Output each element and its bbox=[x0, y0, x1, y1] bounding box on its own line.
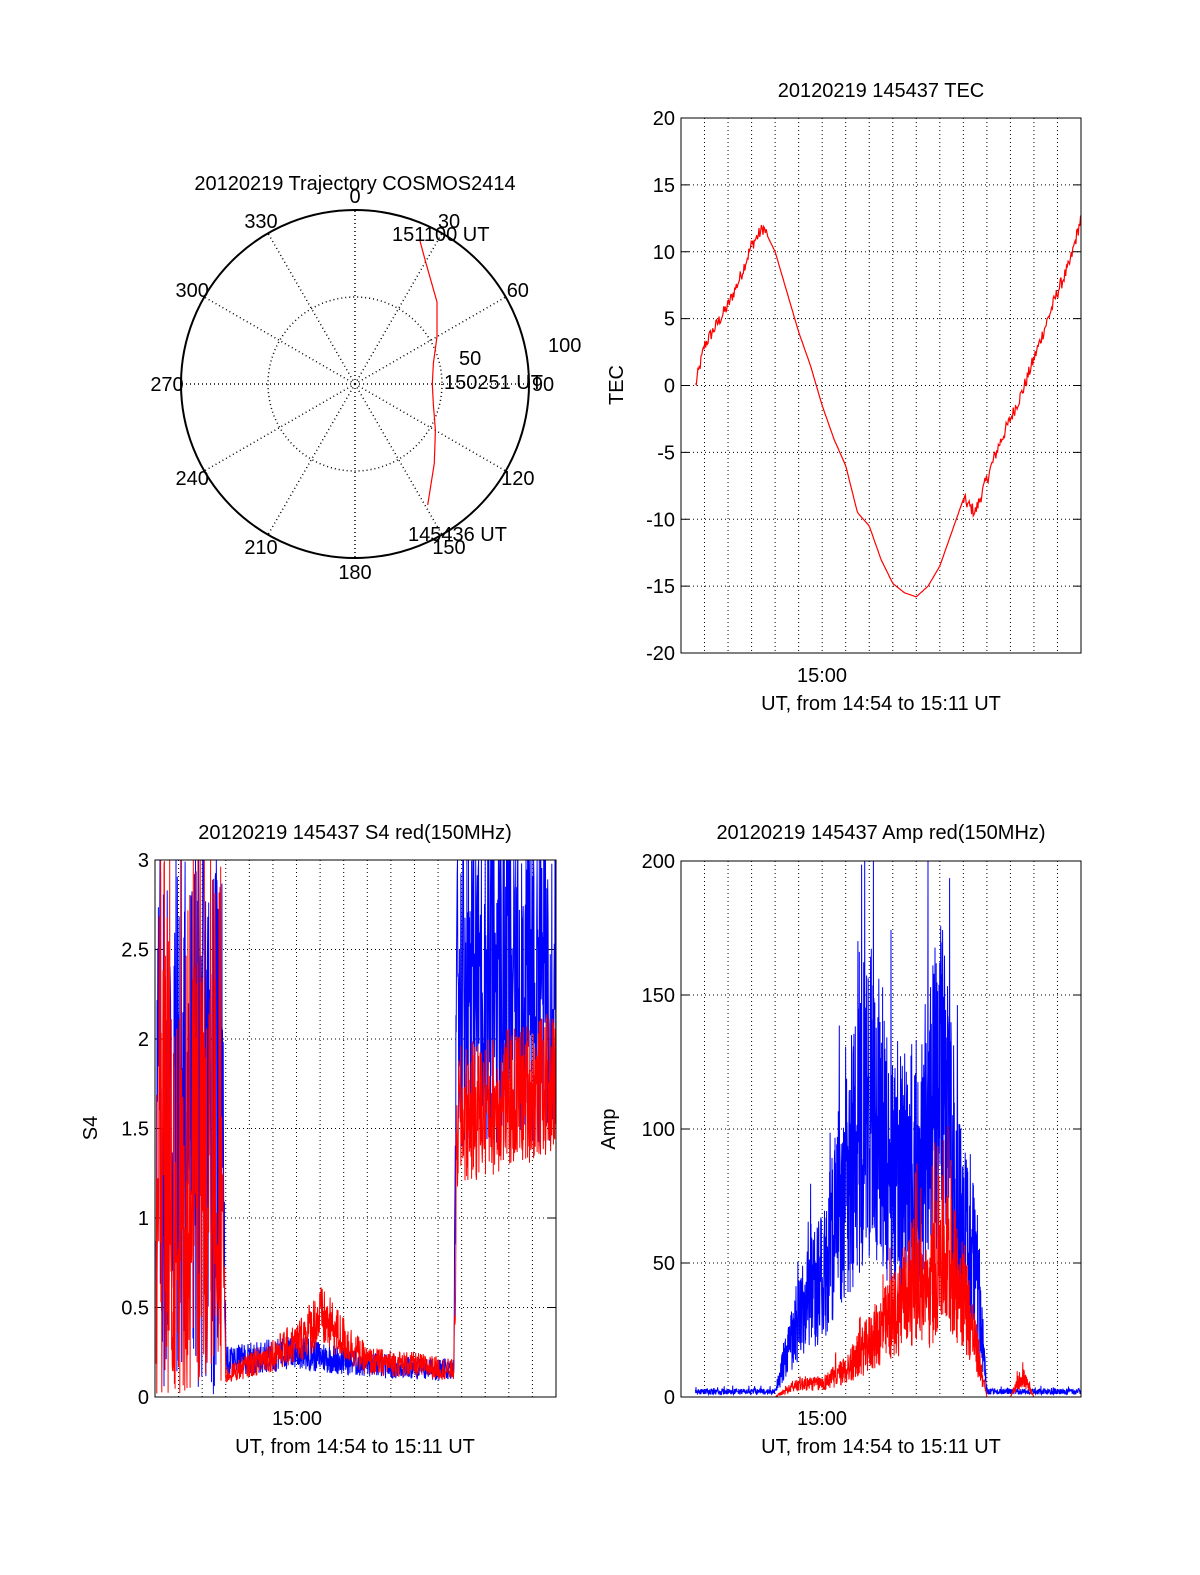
amp-ytick-label: 50 bbox=[653, 1253, 675, 1275]
s4-xtick-label: 15:00 bbox=[272, 1408, 322, 1430]
s4-ytick-label: 3 bbox=[138, 850, 149, 872]
s4-xlabel: UT, from 14:54 to 15:11 UT bbox=[235, 1436, 475, 1458]
polar-angle-label: 300 bbox=[175, 280, 208, 302]
tec-series-line bbox=[695, 215, 1082, 598]
s4-ytick-label: 1.5 bbox=[121, 1119, 149, 1141]
polar-angle-label: 330 bbox=[244, 211, 277, 233]
polar-spoke bbox=[354, 232, 443, 385]
s4-series bbox=[155, 859, 557, 1395]
tec-ytick-label: -10 bbox=[646, 509, 675, 531]
tec-panel: 20120219 145437 TEC -20-15-10-505101520 … bbox=[606, 80, 1082, 715]
polar-angle-label: 180 bbox=[338, 562, 371, 584]
trajectory-mid-label: 150251 UT bbox=[444, 372, 543, 394]
polar-angle-label: 210 bbox=[244, 537, 277, 559]
trajectory-line bbox=[418, 239, 438, 506]
s4-plot-frame bbox=[154, 859, 557, 1398]
trajectory-start-label: 145436 UT bbox=[408, 524, 507, 546]
amp-ytick-label: 150 bbox=[642, 985, 675, 1007]
polar-angle-label: 240 bbox=[175, 468, 208, 490]
tec-xlabel: UT, from 14:54 to 15:11 UT bbox=[761, 693, 1001, 715]
tec-ytick-label: 15 bbox=[653, 175, 675, 197]
trajectory-end-label: 151100 UT bbox=[392, 224, 489, 246]
polar-spoke bbox=[203, 296, 356, 385]
amp-ytick-label: 100 bbox=[642, 1119, 675, 1141]
tec-xtick-label: 15:00 bbox=[797, 665, 847, 687]
polar-angle-label: 270 bbox=[150, 374, 183, 396]
tec-ytick-label: 5 bbox=[664, 309, 675, 331]
polar-angle-label: 120 bbox=[501, 468, 534, 490]
amp-ytick-label: 200 bbox=[642, 851, 675, 873]
tec-ytick-label: 10 bbox=[653, 242, 675, 264]
tec-title: 20120219 145437 TEC bbox=[778, 80, 984, 102]
amp-ytick-label: 0 bbox=[664, 1387, 675, 1409]
tec-ytick-label: 0 bbox=[664, 376, 675, 398]
polar-angle-labels: 0 30 60 90 120 150 180 210 240 270 300 330 bbox=[150, 186, 554, 584]
s4-series-line bbox=[155, 859, 557, 1394]
s4-ytick-label: 0 bbox=[138, 1387, 149, 1409]
s4-ytick-label: 1 bbox=[138, 1208, 149, 1230]
polar-spoke bbox=[203, 383, 356, 472]
s4-ytick-label: 2 bbox=[138, 1029, 149, 1051]
polar-grid bbox=[180, 209, 530, 559]
polar-spoke bbox=[354, 383, 443, 536]
tec-ytick-label: 20 bbox=[653, 108, 675, 130]
s4-ytick-label: 0.5 bbox=[121, 1298, 149, 1320]
tec-plot-frame bbox=[680, 117, 1082, 654]
amp-ylabel: Amp bbox=[598, 1108, 620, 1149]
tec-ytick-label: -15 bbox=[646, 576, 675, 598]
polar-spoke bbox=[267, 383, 356, 536]
tec-ylabel: TEC bbox=[606, 365, 628, 405]
tec-tick-labels: -20 -15 -10 -5 0 5 10 15 20 bbox=[646, 108, 1081, 665]
polar-spoke bbox=[354, 383, 507, 472]
s4-ytick-label: 2.5 bbox=[121, 940, 149, 962]
polar-outer-circle bbox=[180, 209, 530, 559]
polar-trajectory-panel: 20120219 Trajectory COSMOS2414 0 30 60 90 12… bbox=[150, 173, 581, 584]
polar-angle-label: 30 bbox=[438, 211, 460, 233]
s4-series-line bbox=[155, 859, 557, 1395]
radius-label-50: 50 bbox=[459, 348, 481, 370]
s4-title: 20120219 145437 S4 red(150MHz) bbox=[198, 822, 512, 844]
radius-label-100: 100 bbox=[548, 335, 581, 357]
amp-plot-frame bbox=[680, 860, 1082, 1398]
polar-inner-circle bbox=[267, 296, 443, 472]
amp-series-line bbox=[695, 860, 1082, 1397]
amp-title: 20120219 145437 Amp red(150MHz) bbox=[716, 822, 1045, 844]
amp-panel: 20120219 145437 Amp red(150MHz) 0 50 100 15… bbox=[598, 822, 1082, 1458]
polar-angle-label: 150 bbox=[432, 537, 465, 559]
polar-spoke bbox=[267, 232, 356, 385]
tec-grid bbox=[681, 118, 1081, 653]
polar-angle-label: 60 bbox=[507, 280, 529, 302]
amp-tick-labels: 0 50 100 150 200 bbox=[642, 851, 1081, 1409]
polar-angle-label: 0 bbox=[349, 186, 360, 208]
s4-tick-labels: 0 0.5 1 1.5 2 2.5 3 bbox=[121, 850, 556, 1409]
amp-xlabel: UT, from 14:54 to 15:11 UT bbox=[761, 1436, 1001, 1458]
tec-ytick-label: -20 bbox=[646, 643, 675, 665]
tec-ytick-label: -5 bbox=[657, 442, 675, 464]
s4-panel: 20120219 145437 S4 red(150MHz) 0 0.5 1 1.5 2… bbox=[80, 822, 557, 1458]
polar-spoke bbox=[354, 296, 507, 385]
amp-xtick-label: 15:00 bbox=[797, 1408, 847, 1430]
polar-angle-label: 90 bbox=[532, 374, 554, 396]
s4-ylabel: S4 bbox=[80, 1116, 102, 1140]
polar-title: 20120219 Trajectory COSMOS2414 bbox=[194, 173, 515, 195]
